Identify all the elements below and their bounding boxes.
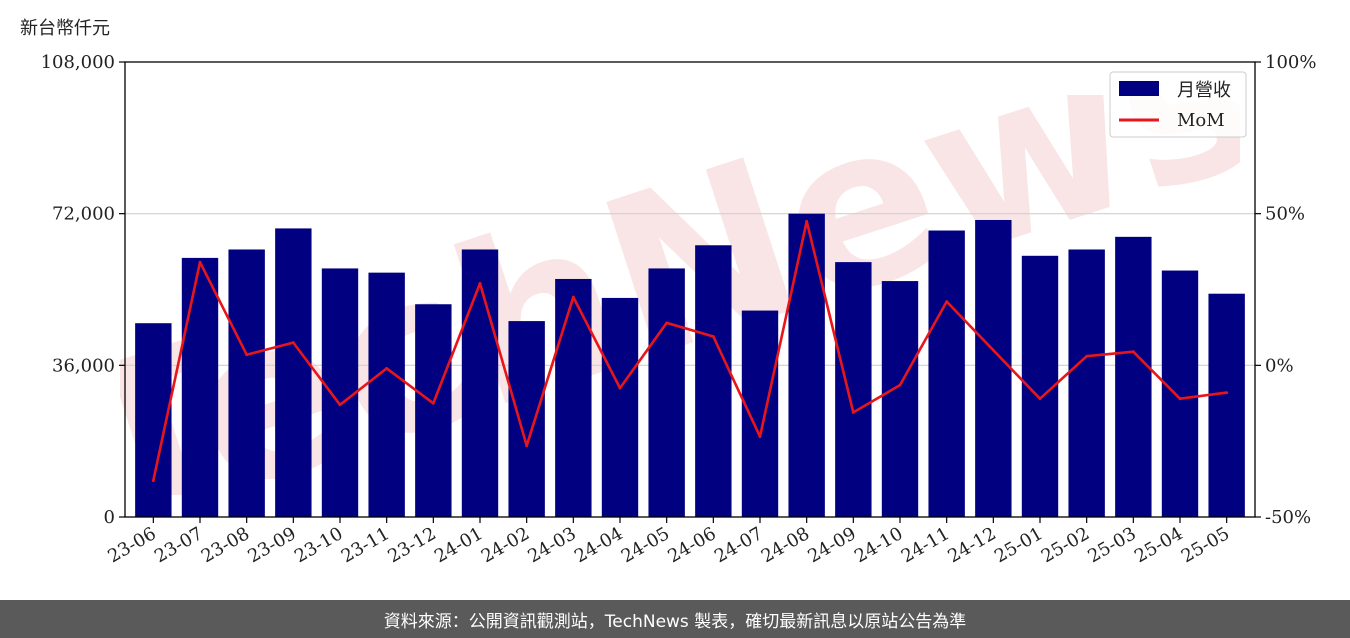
mom-point (898, 383, 902, 387)
right-tick-label: 50% (1265, 204, 1305, 225)
mom-point (1178, 397, 1182, 401)
x-tick-label: 24-02 (478, 523, 533, 567)
revenue-bar (928, 230, 965, 517)
x-tick-label: 23-10 (291, 523, 346, 567)
x-tick-label: 24-03 (524, 523, 579, 567)
mom-line (152, 220, 1227, 481)
x-tick-label: 24-12 (944, 523, 999, 567)
mom-point (338, 403, 342, 407)
left-tick-label: 72,000 (52, 204, 115, 225)
revenue-bar (601, 297, 639, 517)
legend-swatch-revenue (1119, 81, 1159, 96)
x-tick-label: 24-06 (664, 523, 719, 567)
x-tick-label: 23-07 (151, 523, 206, 567)
revenue-bar (695, 245, 732, 517)
x-tick-label: 24-10 (851, 523, 906, 567)
x-tick-label: 25-04 (1131, 523, 1186, 567)
x-tick-label: 23-06 (104, 523, 159, 567)
x-tick-label: 23-11 (338, 523, 393, 567)
mom-point (525, 444, 529, 448)
y-unit-label: 新台幣仟元 (20, 18, 110, 39)
revenue-bar (741, 310, 779, 517)
revenue-chart: 新台幣仟元 0 36,000 72,000 108,000 -50% 0% 50% 100%… (20, 18, 1316, 567)
mom-point (991, 348, 995, 352)
mom-point (1131, 350, 1135, 354)
revenue-bar (881, 281, 919, 517)
mom-point (291, 341, 295, 344)
mom-point (431, 401, 435, 405)
x-tick-label: 24-04 (571, 523, 626, 567)
right-tick-label: 100% (1265, 52, 1316, 73)
x-tick-label: 24-11 (898, 523, 953, 567)
right-axis: -50% 0% 50% 100% (1255, 52, 1316, 528)
left-tick-label: 36,000 (52, 355, 115, 376)
x-tick-label: 25-03 (1084, 523, 1139, 567)
x-axis: 23-0623-0723-0823-0923-1023-1123-1224-01… (104, 517, 1233, 567)
x-tick-label: 24-08 (758, 523, 813, 567)
legend-label-mom: MoM (1177, 110, 1225, 131)
mom-series (151, 219, 1229, 482)
revenue-bar (368, 272, 405, 517)
left-tick-label: 0 (104, 507, 115, 528)
mom-point (571, 295, 575, 299)
mom-point (805, 219, 809, 223)
revenue-bar (1161, 270, 1199, 517)
legend-label-revenue: 月營收 (1177, 80, 1231, 101)
revenue-bar (648, 268, 685, 517)
revenue-bar (228, 249, 265, 517)
revenue-bar (181, 257, 219, 517)
left-tick-label: 108,000 (41, 52, 115, 73)
mom-point (945, 300, 949, 304)
mom-point (1085, 354, 1089, 358)
mom-point (1225, 391, 1229, 395)
gridlines (125, 213, 1255, 366)
source-footer: 資料來源：公開資訊觀測站，TechNews 製表，確切最新訊息以原站公告為準 (0, 600, 1350, 638)
x-tick-label: 24-07 (711, 523, 766, 567)
revenue-bar (1208, 293, 1245, 517)
x-tick-label: 23-12 (384, 523, 439, 567)
x-tick-label: 23-09 (244, 523, 299, 567)
revenue-bar (555, 278, 592, 517)
revenue-bar (975, 219, 1012, 517)
x-tick-label: 25-05 (1178, 523, 1233, 567)
revenue-bar (275, 228, 312, 517)
mom-point (151, 479, 155, 482)
mom-point (618, 386, 622, 390)
x-tick-label: 24-09 (804, 523, 859, 567)
right-tick-label: 0% (1265, 355, 1294, 376)
mom-point (758, 435, 762, 439)
mom-point (665, 321, 669, 325)
left-axis: 0 36,000 72,000 108,000 (41, 52, 125, 528)
x-tick-label: 24-05 (618, 523, 673, 567)
revenue-bar (415, 304, 452, 517)
revenue-bar (788, 213, 825, 517)
mom-point (1038, 397, 1042, 401)
bar-series (135, 213, 1245, 518)
revenue-bar (835, 262, 872, 517)
x-tick-label: 25-02 (1038, 523, 1093, 567)
right-tick-label: -50% (1265, 507, 1311, 528)
mom-point (851, 410, 855, 414)
x-tick-label: 24-01 (431, 523, 486, 567)
mom-point (385, 366, 389, 370)
revenue-bar (461, 249, 499, 517)
plot-frame (124, 61, 1256, 518)
x-tick-label: 23-08 (198, 523, 253, 567)
revenue-bar (508, 321, 545, 517)
mom-point (478, 282, 482, 285)
mom-point (711, 335, 715, 338)
legend: 月營收 MoM (1109, 71, 1247, 138)
mom-point (198, 260, 202, 264)
revenue-bar (1068, 249, 1105, 517)
x-tick-label: 25-01 (991, 523, 1046, 567)
revenue-bar (1115, 236, 1152, 518)
revenue-bar (321, 268, 359, 517)
mom-point (245, 353, 249, 357)
